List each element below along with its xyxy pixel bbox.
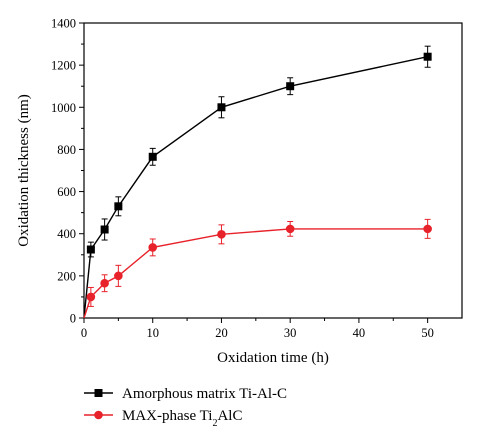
y-tick-label: 0	[70, 312, 76, 326]
data-point	[217, 230, 226, 239]
legend-marker	[94, 410, 103, 420]
data-point	[286, 82, 295, 91]
data-point	[217, 103, 226, 112]
y-axis: 0 200 400 600 800 1000 1200 1400	[51, 17, 84, 326]
legend-label: Amorphous matrix Ti-Al-C	[122, 386, 287, 402]
data-point	[423, 224, 432, 234]
legend-item-1: Amorphous matrix Ti-Al-C	[84, 386, 287, 402]
x-tick-label: 50	[421, 326, 434, 340]
legend-item-2: MAX-phase Ti2AlC	[84, 408, 242, 429]
x-tick-label: 40	[353, 326, 366, 340]
x-axis: 0 10 20 30 40 50	[81, 318, 434, 340]
y-tick-label: 200	[57, 269, 76, 283]
y-tick-label: 1400	[51, 17, 76, 31]
data-point	[148, 243, 158, 252]
legend-label-main: Amorphous matrix Ti-Al-C	[122, 386, 287, 402]
plot-frame	[83, 22, 463, 319]
data-point	[86, 292, 96, 302]
data-point	[100, 225, 109, 234]
y-tick-label: 800	[57, 143, 76, 157]
x-tick-label: 30	[284, 326, 297, 340]
x-tick-label: 0	[81, 326, 87, 340]
legend-label-main: MAX-phase Ti	[122, 408, 212, 424]
y-axis-title: Oxidation thickness (nm)	[16, 94, 32, 246]
series-line	[83, 228, 428, 319]
legend-label-subscript: 2	[212, 418, 217, 429]
x-tick-label: 10	[146, 326, 159, 340]
data-point	[423, 52, 432, 61]
x-tick-label: 20	[215, 326, 228, 340]
series-1	[83, 45, 432, 319]
series-2	[83, 218, 432, 319]
data-point	[148, 152, 157, 161]
data-point	[114, 202, 123, 211]
y-tick-label: 600	[57, 185, 76, 199]
y-tick-label: 1000	[51, 101, 76, 115]
series-line	[83, 56, 428, 319]
legend: Amorphous matrix Ti-Al-C MAX-phase Ti2AlC	[84, 386, 287, 429]
legend-label: MAX-phase Ti2AlC	[122, 408, 242, 429]
data-point	[100, 278, 109, 288]
y-tick-label: 400	[57, 227, 76, 241]
legend-label-tail: AlC	[217, 408, 242, 424]
x-axis-title: Oxidation time (h)	[217, 350, 329, 366]
legend-marker	[94, 389, 103, 397]
series-layer	[83, 45, 432, 319]
data-point	[86, 245, 95, 254]
y-tick-label: 1200	[51, 59, 76, 73]
plot-area	[83, 22, 463, 319]
data-point	[285, 224, 295, 234]
data-point	[114, 271, 123, 281]
